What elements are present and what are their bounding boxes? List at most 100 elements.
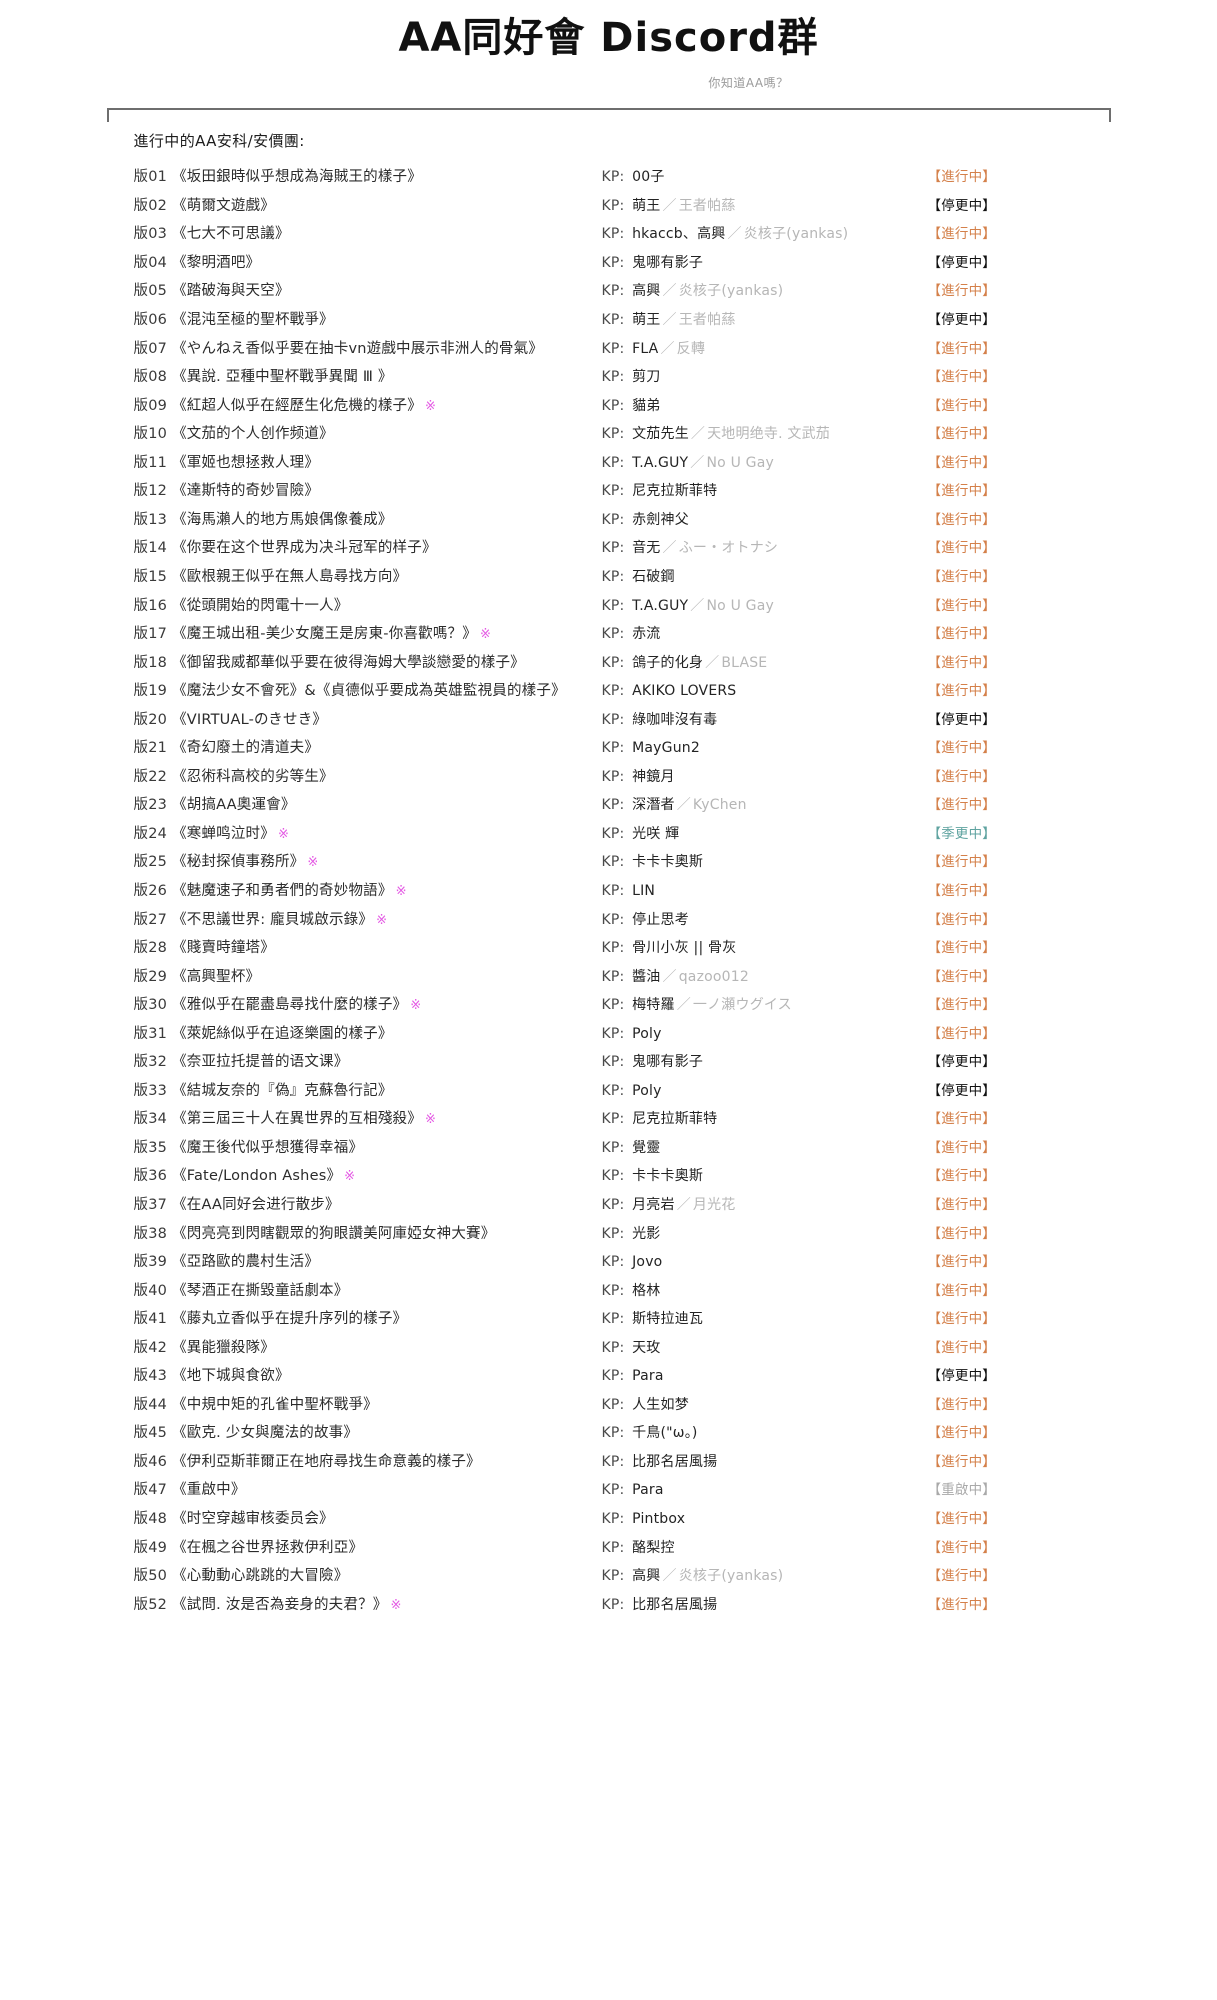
kp-cell: KP: T.A.GUY ／ No U Gay xyxy=(602,449,902,478)
series-title-cell: 版33 《結城友奈的『偽』克蘇魯行記》 xyxy=(134,1077,594,1106)
kp-cell: KP: 卡卡卡奧斯 xyxy=(602,848,902,877)
table-row: 版02 《萌爾文遊戲》 KP: 萌王／王者帕蕬 【停更中】 xyxy=(134,192,1111,221)
series-index: 版16 xyxy=(133,597,168,614)
kp-label: KP: xyxy=(601,283,625,300)
kp-primary-name: Pintbox xyxy=(627,1511,686,1527)
series-title-cell: 版52 《試問. 汝是否為妾身的夫君？》 ※ xyxy=(134,1591,594,1621)
kp-separator: ／ xyxy=(662,1568,677,1585)
series-name: 《Fate/London Ashes》 xyxy=(172,1168,342,1185)
series-title-cell: 版37 《在AA同好会进行散步》 xyxy=(134,1191,594,1220)
status-badge: 【進行中】 xyxy=(927,226,996,243)
status-badge: 【進行中】 xyxy=(927,1453,996,1470)
kp-cell: KP: 萌王／王者帕蕬 xyxy=(602,306,902,335)
kp-primary-name: 天玫 xyxy=(627,1339,661,1356)
status-badge: 【進行中】 xyxy=(927,654,996,671)
kp-label: KP: xyxy=(601,1282,625,1299)
series-index: 版44 xyxy=(133,1396,168,1413)
series-title-cell: 版21 《奇幻廢土的清道夫》 xyxy=(134,734,594,763)
kp-separator: ／ xyxy=(676,797,691,814)
series-title-cell: 版15 《歐根親王似乎在無人島尋找方向》 xyxy=(134,563,594,592)
kp-separator: ／ xyxy=(662,197,677,214)
series-title-cell: 版17 《魔王城出租-美少女魔王是房東-你喜歡嗎？》 ※ xyxy=(134,620,594,650)
asterisk-mark-icon: ※ xyxy=(277,826,290,842)
kp-secondary-name: qazoo012 xyxy=(678,968,749,985)
series-name: 《賤賣時鐘塔》 xyxy=(172,940,275,957)
kp-secondary-name: ふー・オトナシ xyxy=(678,540,779,557)
series-index: 版11 xyxy=(133,454,168,471)
kp-cell: KP: Para xyxy=(602,1476,902,1505)
kp-secondary-name: No U Gay xyxy=(706,597,774,614)
status-badge: 【進行中】 xyxy=(927,169,996,186)
asterisk-mark-icon: ※ xyxy=(344,1169,356,1185)
kp-cell: KP: 剪刀 xyxy=(602,363,902,392)
kp-label: KP: xyxy=(601,312,625,329)
status-badge: 【停更中】 xyxy=(927,1054,996,1071)
status-badge: 【進行中】 xyxy=(927,1311,996,1328)
kp-primary-name: 比那名居風揚 xyxy=(627,1453,718,1470)
kp-separator: ／ xyxy=(690,454,705,471)
kp-cell: KP: 人生如梦 xyxy=(602,1391,902,1420)
kp-secondary-name: 炎核子(yankas) xyxy=(743,226,849,243)
kp-cell: KP: 赤劍神父 xyxy=(602,506,902,535)
kp-cell: KP: FLA ／反轉 xyxy=(602,335,902,364)
kp-primary-name: 剪刀 xyxy=(627,369,661,386)
kp-cell: KP: 格林 xyxy=(602,1277,902,1306)
series-title-cell: 版22 《忍術科高校的劣等生》 xyxy=(134,763,594,792)
series-name: 《中規中矩的孔雀中聖杯戰爭》 xyxy=(172,1396,378,1413)
kp-cell: KP: 醬油／ qazoo012 xyxy=(602,963,902,992)
asterisk-mark-icon: ※ xyxy=(395,883,407,899)
series-name: 《閃亮亮到閃瞎觀眾的狗眼讚美阿庫婭女神大賽》 xyxy=(172,1225,496,1242)
kp-label: KP: xyxy=(601,597,625,614)
kp-primary-name: 鴿子的化身 xyxy=(627,654,704,671)
kp-cell: KP: MayGun2 xyxy=(602,734,902,763)
status-badge: 【進行中】 xyxy=(927,369,996,386)
kp-secondary-name: 月光花 xyxy=(692,1196,736,1213)
series-title-cell: 版48 《时空穿越审核委员会》 xyxy=(134,1505,594,1534)
kp-label: KP: xyxy=(601,511,625,528)
kp-secondary-name: 炎核子(yankas) xyxy=(678,283,784,300)
kp-primary-name: 赤劍神父 xyxy=(627,511,689,528)
kp-secondary-name: BLASE xyxy=(721,654,768,671)
asterisk-mark-icon: ※ xyxy=(424,398,437,414)
kp-label: KP: xyxy=(601,1111,625,1128)
kp-label: KP: xyxy=(601,911,625,928)
series-name: 《萊妮絲似乎在追逐樂園的樣子》 xyxy=(172,1025,393,1042)
kp-primary-name: 月亮岩 xyxy=(627,1196,675,1213)
series-name: 《第三屆三十人在異世界的互相殘殺》 xyxy=(172,1111,422,1128)
kp-label: KP: xyxy=(601,1168,625,1185)
kp-label: KP: xyxy=(601,854,625,871)
series-name: 《紅超人似乎在經歷生化危機的樣子》 xyxy=(172,397,422,414)
kp-label: KP: xyxy=(601,568,625,585)
series-index: 版04 xyxy=(133,254,168,271)
series-title-cell: 版06 《混沌至極的聖杯戰爭》 xyxy=(134,306,594,335)
table-row: 版52 《試問. 汝是否為妾身的夫君？》 ※ KP: 比那名居風揚 【進行中】 xyxy=(134,1591,1111,1620)
table-row: 版48 《时空穿越审核委员会》 KP: Pintbox 【進行中】 xyxy=(134,1505,1111,1534)
kp-primary-name: 光咲 輝 xyxy=(627,825,680,842)
series-index: 版23 xyxy=(133,797,168,814)
kp-label: KP: xyxy=(601,654,625,671)
status-badge: 【進行中】 xyxy=(927,483,996,500)
kp-secondary-name: 王者帕蕬 xyxy=(678,197,736,214)
series-name: 《魔王後代似乎想獲得幸福》 xyxy=(172,1139,364,1156)
series-name: 《混沌至極的聖杯戰爭》 xyxy=(172,312,334,329)
table-row: 版29 《高興聖杯》 KP: 醬油／ qazoo012 【進行中】 xyxy=(134,963,1111,992)
series-title-cell: 版26 《魅魔速子和勇者們的奇妙物語》 ※ xyxy=(134,877,594,907)
table-row: 版30 《雅似乎在罷盡島尋找什麼的樣子》 ※ KP: 梅特羅／一ノ瀬ウグイス 【進行中】 xyxy=(134,991,1111,1020)
table-row: 版39 《亞路歐的農村生活》 KP: Jovo 【進行中】 xyxy=(134,1248,1111,1277)
kp-label: KP: xyxy=(601,1139,625,1156)
series-index: 版43 xyxy=(133,1368,168,1385)
series-title-cell: 版27 《不思議世界: 龐貝城啟示錄》 ※ xyxy=(134,906,594,936)
table-row: 版15 《歐根親王似乎在無人島尋找方向》 KP: 石破鋼 【進行中】 xyxy=(134,563,1111,592)
kp-primary-name: 萌王 xyxy=(627,312,661,329)
table-row: 版47 《重啟中》 KP: Para 【重啟中】 xyxy=(134,1476,1111,1505)
kp-primary-name: 石破鋼 xyxy=(627,568,675,585)
series-index: 版32 xyxy=(133,1054,168,1071)
table-row: 版38 《閃亮亮到閃瞎觀眾的狗眼讚美阿庫婭女神大賽》 KP: 光影 【進行中】 xyxy=(134,1220,1111,1249)
series-name: 《踏破海與天空》 xyxy=(172,283,290,300)
status-badge: 【進行中】 xyxy=(927,1539,996,1556)
kp-label: KP: xyxy=(601,940,625,957)
content-body: 進行中的AA安科/安價團: 版01 《坂田銀時似乎想成為海賊王的樣子》 KP: 00… xyxy=(107,122,1111,1619)
series-index: 版25 xyxy=(133,854,168,871)
kp-primary-name: 尼克拉斯菲特 xyxy=(627,1111,718,1128)
